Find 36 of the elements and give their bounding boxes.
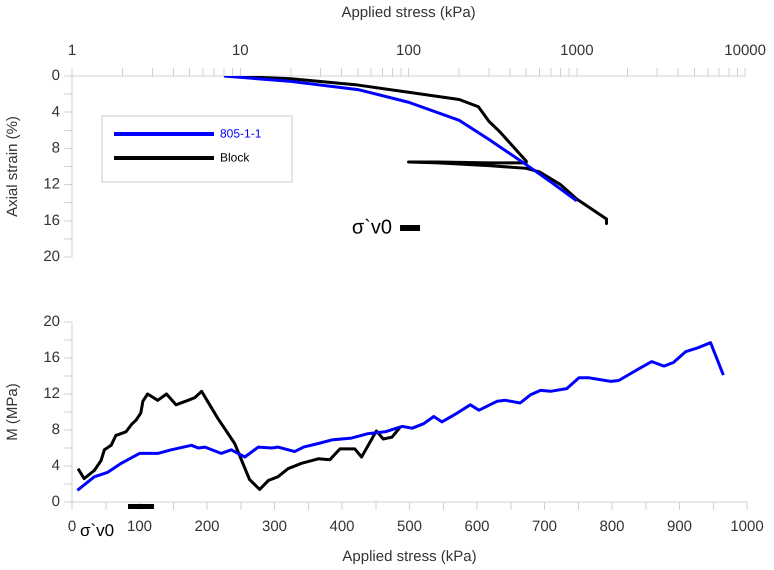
x-axis-title: Applied stress (kPa) — [341, 4, 476, 22]
annotation: σ`v0 — [352, 216, 392, 239]
x-tick-label: 300 — [262, 518, 288, 536]
y-tick-label: 20 — [43, 313, 60, 330]
text: 805-1-1 — [220, 126, 262, 140]
y-tick-label: 12 — [43, 385, 60, 402]
y-tick-label: 8 — [52, 421, 60, 438]
x-axis-title: Applied stress (kPa) — [342, 548, 477, 566]
x-tick-label: 400 — [329, 518, 355, 536]
x-tick-label: 700 — [532, 518, 558, 536]
y-tick-label: 12 — [43, 176, 60, 193]
x-tick-label: 1000 — [730, 518, 764, 536]
text: σ`v0 — [80, 521, 114, 540]
y-tick-label: 16 — [43, 349, 60, 366]
x-tick-label: 0 — [68, 518, 76, 536]
y-axis-title: Axial strain (%) — [4, 116, 22, 217]
y-tick-label: 4 — [52, 457, 60, 474]
x-tick-label: 100 — [396, 42, 422, 60]
y-tick-label: 0 — [52, 493, 60, 510]
y-tick-label: 16 — [43, 212, 60, 229]
y-axis-title: M (MPa) — [4, 383, 22, 441]
y-tick-label: 8 — [52, 140, 60, 157]
x-tick-label: 600 — [464, 518, 490, 536]
x-tick-label: 1 — [68, 42, 76, 60]
x-tick-label: 1000 — [560, 42, 594, 60]
x-tick-label: 800 — [599, 518, 625, 536]
x-tick-label: 10 — [232, 42, 249, 60]
x-tick-label: 200 — [194, 518, 220, 536]
x-tick-label: 10000 — [724, 42, 766, 60]
text: Block — [220, 150, 250, 164]
y-tick-label: 4 — [52, 103, 60, 120]
y-tick-label: 20 — [43, 248, 60, 266]
x-tick-label: 900 — [666, 518, 692, 536]
y-tick-label: 0 — [52, 67, 60, 84]
x-tick-label: 500 — [396, 518, 422, 536]
x-tick-label: 100 — [126, 518, 152, 536]
